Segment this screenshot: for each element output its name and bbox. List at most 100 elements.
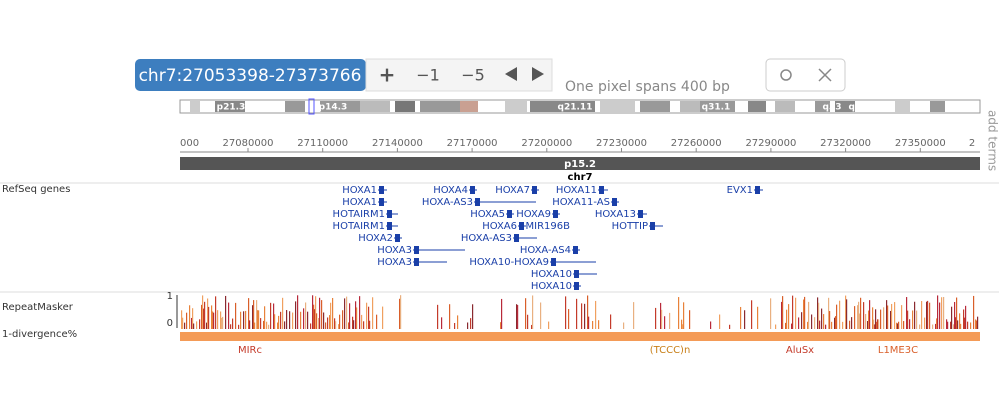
gene-label[interactable]: HOXA13: [595, 209, 636, 220]
gene-label[interactable]: HOXA-AS3: [422, 197, 473, 208]
repeat-bar: [901, 305, 903, 329]
ruler-label: 27170000: [447, 138, 498, 149]
repeat-bar: [842, 321, 844, 329]
repeat-bar: [610, 314, 612, 329]
repeat-bar: [878, 319, 880, 329]
repeat-bar: [903, 321, 905, 329]
gene-label[interactable]: HOXA10: [531, 281, 572, 292]
repeat-bar: [867, 320, 869, 329]
ideogram-band: [395, 101, 415, 112]
gene-label[interactable]: HOXA-AS3: [461, 233, 512, 244]
gene-exon: [574, 270, 579, 278]
repeat-bar: [338, 324, 340, 329]
close-icon[interactable]: [818, 68, 832, 82]
repeat-bar: [785, 322, 787, 329]
ruler-label: 27320000: [820, 138, 871, 149]
gene-exon: [573, 246, 578, 254]
repeat-bar: [349, 303, 351, 329]
locus[interactable]: chr7:27053398-27373766: [139, 66, 362, 86]
repeat-bar: [669, 312, 671, 329]
repeat-bar: [970, 322, 972, 329]
track-name: RepeatMasker: [2, 302, 74, 313]
repeat-bar: [220, 311, 222, 329]
ideogram-band: [600, 101, 635, 112]
settings-icon[interactable]: [780, 69, 792, 81]
repeat-bar: [348, 322, 350, 329]
ideogram-label: q35: [871, 103, 890, 113]
gene-label[interactable]: HOXA5: [470, 209, 505, 220]
ruler-label: 27140000: [372, 138, 423, 149]
gene-exon: [638, 210, 643, 218]
gene-label[interactable]: HOXA11: [556, 185, 597, 196]
right-arrow[interactable]: [532, 67, 544, 81]
ideogram-band: [930, 101, 945, 112]
left-arrow[interactable]: [505, 67, 517, 81]
repeat-bar: [359, 296, 361, 329]
gene-label[interactable]: HOTAIRM1: [333, 209, 385, 220]
repeat-bar: [372, 297, 374, 329]
track-subtitle: 1-divergence%: [2, 329, 77, 340]
repeat-bar: [786, 309, 788, 329]
gene-label[interactable]: HOXA6: [482, 221, 517, 232]
gene-label[interactable]: HOXA2: [358, 233, 393, 244]
repeat-bar: [292, 312, 294, 329]
zoom-in[interactable]: +: [379, 63, 396, 87]
gene-label[interactable]: EVX1: [727, 185, 753, 196]
gene-exon: [470, 186, 475, 194]
repeat-bar: [584, 303, 586, 329]
repeat-bar: [548, 321, 550, 329]
gene-label[interactable]: HOXA-AS4: [520, 245, 571, 256]
locus-box[interactable]: [135, 59, 366, 91]
repeat-bar: [950, 321, 952, 329]
repeat-bar: [208, 306, 210, 329]
side-label[interactable]: add terms: [986, 110, 999, 171]
repeat-bar: [909, 319, 911, 329]
repeat-bar: [273, 303, 275, 329]
repeat-bar: [260, 318, 262, 329]
repeat-bar: [858, 301, 860, 329]
repeat-bar: [823, 314, 825, 329]
gene-label[interactable]: HOXA1: [342, 197, 377, 208]
back-5[interactable]: −5: [461, 66, 485, 85]
gene-label[interactable]: MIR196B: [526, 221, 571, 232]
back-1[interactable]: −1: [416, 66, 440, 85]
chromosome-bar: [180, 157, 980, 170]
repeat-bar: [240, 311, 242, 329]
repeat-bar: [307, 311, 309, 329]
gene-label[interactable]: HOXA10-HOXA9: [469, 257, 549, 268]
ideogram-band: [815, 101, 830, 112]
repeat-bar: [199, 319, 201, 329]
repeat-bar: [215, 296, 217, 329]
gene-label[interactable]: HOXA3: [377, 257, 412, 268]
repeat-bar: [204, 301, 206, 329]
gene-label[interactable]: HOXA4: [433, 185, 468, 196]
repeat-bar: [232, 318, 234, 329]
repeat-bar: [289, 311, 291, 329]
gene-label[interactable]: HOXA1: [342, 185, 377, 196]
repeat-bar: [975, 319, 977, 329]
repeat-bar: [868, 310, 870, 329]
repeat-bar: [295, 301, 297, 329]
repeat-bar: [976, 320, 978, 329]
gene-label[interactable]: HOXA10: [531, 269, 572, 280]
repeat-bar: [795, 297, 797, 329]
gene-exon: [519, 222, 524, 230]
gene-label[interactable]: HOTAIRM1: [333, 221, 385, 232]
gene-label[interactable]: HOXA11-AS: [552, 197, 610, 208]
pixel-info: One pixel spans 400 bp: [565, 79, 730, 95]
gene-exon: [414, 246, 419, 254]
repeat-bar: [876, 321, 878, 329]
gene-label[interactable]: HOXA3: [377, 245, 412, 256]
ruler-label: 27110000: [297, 138, 348, 149]
repeat-bar: [587, 295, 589, 329]
gene-label[interactable]: HOTTIP: [612, 221, 648, 232]
gene-label[interactable]: HOXA9: [516, 209, 551, 220]
repeat-label: L1ME3C: [878, 345, 918, 356]
ideogram-band: [748, 101, 766, 112]
repeat-bar: [839, 300, 841, 329]
repeat-bar: [252, 305, 254, 329]
repeat-bar: [954, 301, 956, 329]
gene-exon: [414, 258, 419, 266]
gene-label[interactable]: HOXA7: [495, 185, 530, 196]
repeat-bar: [361, 314, 363, 329]
